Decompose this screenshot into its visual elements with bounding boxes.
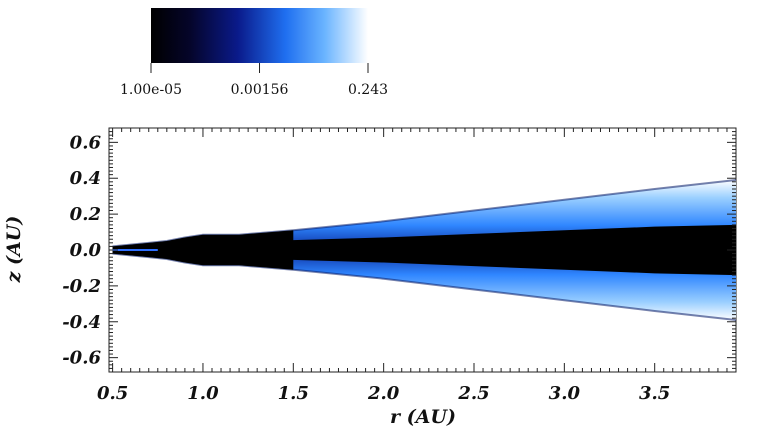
colorbar: 1.00e-05 0.00156 0.243 xyxy=(120,8,388,98)
x-tick-label: 1.5 xyxy=(278,383,309,404)
disk-density-map xyxy=(112,179,736,321)
x-tick-label: 1.0 xyxy=(187,383,219,404)
y-tick-label: 0.0 xyxy=(70,240,102,261)
x-tick-label: 3.5 xyxy=(639,383,670,404)
y-tick-labels: 0.6 0.4 0.2 0.0 -0.2 -0.4 -0.6 xyxy=(62,132,101,368)
x-axis-title: r (AU) xyxy=(390,406,456,428)
y-tick-label: 0.4 xyxy=(70,168,101,189)
colorbar-labels: 1.00e-05 0.00156 0.243 xyxy=(120,82,388,98)
y-tick-label: 0.2 xyxy=(70,204,101,225)
y-tick-label: -0.2 xyxy=(62,276,101,297)
colorbar-tick-label: 0.243 xyxy=(348,82,388,98)
axis-ticks xyxy=(109,128,737,372)
x-tick-labels: 0.5 1.0 1.5 2.0 2.5 3.0 3.5 xyxy=(97,383,670,404)
plot-area: 0.5 1.0 1.5 2.0 2.5 3.0 3.5 0.6 0.4 0.2 0.0 -0.2 -0… xyxy=(3,127,737,428)
x-tick-label: 2.5 xyxy=(457,383,489,404)
colorbar-ticks xyxy=(150,63,369,73)
y-tick-label: -0.6 xyxy=(62,348,101,369)
inner-rim-dark xyxy=(112,230,294,270)
y-tick-label: -0.4 xyxy=(62,312,101,333)
colorbar-gradient xyxy=(151,8,368,63)
y-tick-label: 0.6 xyxy=(70,132,102,153)
x-tick-label: 0.5 xyxy=(97,383,128,404)
colorbar-tick-label: 0.00156 xyxy=(231,82,289,98)
x-tick-label: 3.0 xyxy=(549,383,581,404)
colorbar-tick-label: 1.00e-05 xyxy=(120,82,182,98)
x-tick-label: 2.0 xyxy=(367,383,400,404)
y-axis-title: z (AU) xyxy=(3,216,25,284)
midplane-dark-core xyxy=(112,224,736,276)
